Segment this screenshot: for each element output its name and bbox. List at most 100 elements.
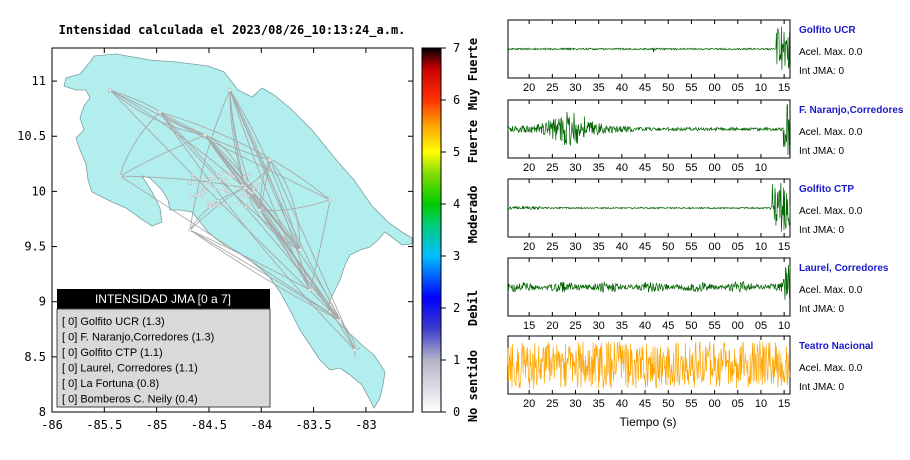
waveform-tick-label: 30 bbox=[569, 82, 581, 94]
town-marker bbox=[228, 88, 232, 92]
waveform-tick-label: 45 bbox=[639, 398, 651, 410]
road-line bbox=[204, 134, 301, 251]
waveform-tick-label: 20 bbox=[523, 398, 535, 410]
colorbar-tick-label: 5 bbox=[453, 145, 460, 159]
station-int-jma: Int JMA: 0 bbox=[799, 225, 844, 236]
town-marker bbox=[197, 192, 201, 196]
town-marker bbox=[218, 180, 222, 184]
town-marker bbox=[241, 183, 245, 187]
town-marker bbox=[328, 198, 332, 202]
town-marker bbox=[213, 177, 217, 181]
legend-item: [ 0] Laurel, Corredores (1.1) bbox=[62, 363, 198, 375]
town-marker bbox=[268, 158, 272, 162]
waveform-tick-label: 40 bbox=[639, 320, 651, 332]
waveform-panel: 20 25 30 35 40 45 50 55 00 05 10 15 Teatro Nacional A… bbox=[507, 335, 873, 410]
road-line bbox=[244, 187, 311, 291]
legend-item: [ 0] Golfito UCR (1.3) bbox=[62, 316, 165, 328]
intensity-legend: INTENSIDAD JMA [0 a 7] [ 0] Golfito UCR … bbox=[56, 289, 271, 408]
road-line bbox=[189, 229, 341, 321]
colorbar-fill bbox=[421, 47, 442, 413]
town-marker bbox=[201, 191, 205, 195]
town-marker bbox=[249, 190, 253, 194]
town-marker bbox=[247, 202, 251, 206]
waveform-frame bbox=[507, 335, 791, 395]
town-markers bbox=[108, 88, 357, 352]
waveform-tick-label: 35 bbox=[593, 82, 605, 94]
town-marker bbox=[204, 189, 208, 193]
road-line bbox=[189, 229, 311, 291]
waveform-trace bbox=[507, 182, 791, 232]
waveform-tick-label: 25 bbox=[546, 241, 558, 253]
town-marker bbox=[247, 172, 252, 176]
town-marker bbox=[244, 205, 248, 209]
waveform-tick-label: 10 bbox=[778, 320, 790, 332]
waveform-tick-label: 35 bbox=[593, 241, 605, 253]
town-marker bbox=[222, 178, 226, 183]
waveform-tick-label: 30 bbox=[593, 320, 605, 332]
town-marker bbox=[257, 182, 261, 186]
waveform-tick-label: 40 bbox=[616, 162, 628, 174]
station-accel-max: Acel. Max. 0.0 bbox=[799, 47, 863, 58]
colorbar-tick-label: 0 bbox=[453, 405, 460, 419]
legend-item: [ 0] Bomberos C. Neily (0.4) bbox=[62, 394, 198, 406]
road-line bbox=[119, 175, 246, 189]
town-marker bbox=[308, 288, 312, 292]
station-int-jma: Int JMA: 0 bbox=[799, 304, 844, 315]
town-marker bbox=[240, 193, 244, 198]
y-tick-label: 9.5 bbox=[24, 240, 46, 254]
station-accel-max: Acel. Max. 0.0 bbox=[799, 206, 863, 217]
waveform-panel: 20 25 30 35 40 45 50 55 00 05 10 15 Golfito CTP Acel.… bbox=[507, 178, 863, 253]
town-marker bbox=[252, 187, 256, 191]
town-marker bbox=[246, 194, 250, 198]
town-marker bbox=[353, 348, 357, 352]
town-marker bbox=[217, 204, 221, 208]
waveform-tick-label: 00 bbox=[732, 320, 744, 332]
station-name: Golfito CTP bbox=[799, 184, 854, 195]
road-line bbox=[159, 111, 356, 351]
legend-item: [ 0] La Fortuna (0.8) bbox=[62, 378, 159, 390]
town-marker bbox=[207, 174, 211, 178]
waveform-tick-label: 05 bbox=[732, 398, 744, 410]
road-line bbox=[159, 111, 271, 161]
costa-rica-landmass bbox=[63, 53, 413, 409]
colorbar-class-label: Fuerte bbox=[466, 120, 480, 163]
road-line bbox=[229, 89, 341, 321]
town-marker bbox=[216, 199, 220, 203]
colorbar-tick-label: 2 bbox=[453, 301, 460, 315]
waveform-tick-label: 45 bbox=[662, 320, 674, 332]
station-name: Teatro Nacional bbox=[799, 341, 873, 352]
waveform-tick-label: 45 bbox=[639, 162, 651, 174]
town-marker bbox=[211, 201, 215, 205]
intensity-colorbar: 0 1 2 3 4 5 6 7 No sentido Debil Moderado Fuerte Mu… bbox=[421, 38, 480, 422]
waveform-tick-label: 25 bbox=[546, 82, 558, 94]
road-line bbox=[159, 111, 341, 321]
road-line bbox=[259, 159, 271, 211]
waveform-tick-label: 55 bbox=[685, 82, 697, 94]
y-tick-label: 10.5 bbox=[17, 129, 46, 143]
station-name: Golfito UCR bbox=[799, 25, 856, 36]
map-y-axis: 11 10.5 10 9.5 9 8.5 8 bbox=[17, 74, 413, 419]
waveform-tick-label: 35 bbox=[616, 320, 628, 332]
station-int-jma: Int JMA: 0 bbox=[799, 66, 844, 77]
road-line bbox=[229, 89, 311, 291]
road-line bbox=[119, 134, 206, 177]
road-line bbox=[204, 134, 301, 251]
town-marker bbox=[203, 133, 207, 137]
legend-item: [ 0] F. Naranjo,Corredores (1.3) bbox=[62, 332, 214, 344]
waveform-tick-label: 05 bbox=[732, 162, 744, 174]
waveform-tick-label: 25 bbox=[569, 320, 581, 332]
station-int-jma: Int JMA: 0 bbox=[799, 382, 844, 393]
town-marker bbox=[212, 205, 216, 209]
waveform-tick-label: 00 bbox=[708, 82, 720, 94]
waveform-tick-label: 30 bbox=[569, 162, 581, 174]
station-name: Laurel, Corredores bbox=[799, 263, 889, 274]
town-marker bbox=[204, 181, 208, 185]
waveform-tick-label: 15 bbox=[778, 241, 790, 253]
waveform-panel: 20 25 30 35 40 45 50 55 00 05 10 F. Naranjo,Corredo… bbox=[507, 99, 904, 174]
road-line bbox=[159, 111, 331, 201]
town-marker bbox=[232, 175, 236, 179]
waveform-tick-label: 20 bbox=[523, 82, 535, 94]
town-marker bbox=[108, 88, 112, 92]
road-line bbox=[189, 229, 341, 321]
town-marker bbox=[247, 181, 251, 185]
